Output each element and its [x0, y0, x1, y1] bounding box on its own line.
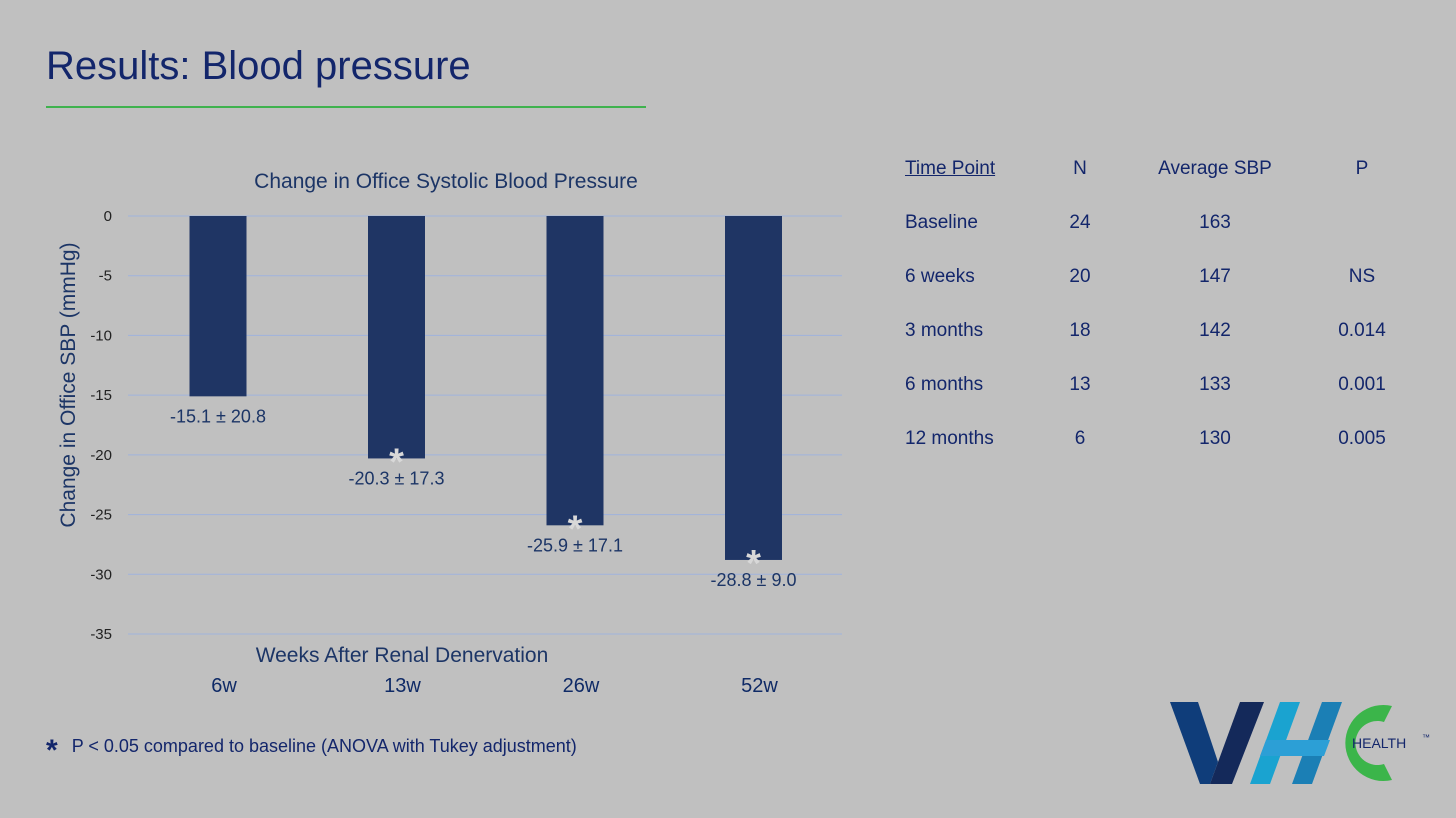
title-underline: [46, 106, 646, 108]
x-category-label: 52w: [741, 675, 778, 697]
vhc-health-logo: HEALTH ™: [1170, 702, 1430, 784]
cell-time-point: 6 weeks: [905, 266, 975, 287]
data-label: -28.8 ± 9.0: [711, 570, 797, 590]
footnote: * P < 0.05 compared to baseline (ANOVA wi…: [46, 734, 577, 768]
results-table: Time Point N Average SBP P Baseline 24 1…: [905, 158, 1425, 482]
significance-star: *: [389, 441, 404, 483]
table-row: 6 weeks 20 147 NS: [905, 266, 1376, 287]
x-category-label: 13w: [384, 675, 421, 697]
cell-time-point: Baseline: [905, 212, 978, 233]
chart-title: Change in Office Systolic Blood Pressure: [254, 170, 638, 193]
logo-tm: ™: [1422, 733, 1430, 742]
x-axis-title: Weeks After Renal Denervation: [256, 644, 549, 667]
y-tick-label: -30: [90, 566, 112, 583]
cell-time-point: 3 months: [905, 320, 984, 341]
bar: [546, 216, 604, 526]
page-title: Results: Blood pressure: [46, 44, 471, 88]
table-row: Baseline 24 163: [905, 212, 1231, 233]
footnote-text: P < 0.05 compared to baseline (ANOVA wit…: [71, 736, 577, 756]
table-header-row: Time Point N Average SBP P: [905, 158, 1369, 179]
data-label: -20.3 ± 17.3: [349, 468, 445, 488]
logo-c-mark: [1345, 705, 1392, 781]
significance-star: *: [746, 543, 761, 585]
header-time-point: Time Point: [905, 158, 996, 179]
bar-chart: Change in Office Systolic Blood Pressure…: [57, 170, 842, 697]
cell-time-point: 12 months: [905, 428, 994, 449]
table-row: 6 months 13 133 0.001: [905, 374, 1386, 395]
y-axis-title: Change in Office SBP (mmHg): [57, 242, 80, 527]
table-row: 12 months 6 130 0.005: [905, 428, 1386, 449]
table-row: 3 months 18 142 0.014: [905, 320, 1386, 341]
bar: [368, 216, 425, 459]
logo-h-mark: [1250, 702, 1342, 784]
significance-star: *: [568, 508, 583, 550]
significance-marker: *: [46, 734, 58, 767]
y-tick-label: -10: [90, 327, 112, 344]
logo-v-mark: [1170, 702, 1264, 784]
x-category-label: 6w: [211, 675, 237, 697]
y-tick-label: -25: [90, 507, 112, 524]
cell-time-point: 6 months: [905, 374, 984, 395]
y-tick-label: 0: [104, 208, 112, 225]
y-tick-label: -15: [90, 387, 112, 404]
y-tick-label: -35: [90, 626, 112, 643]
logo-text: HEALTH: [1352, 735, 1406, 751]
data-label: -15.1 ± 20.8: [170, 406, 266, 426]
y-tick-label: -5: [99, 268, 112, 285]
data-label: -25.9 ± 17.1: [527, 535, 623, 555]
bar: [189, 216, 247, 397]
bar: [725, 216, 782, 560]
y-tick-label: -20: [90, 447, 112, 464]
x-category-label: 26w: [563, 675, 600, 697]
